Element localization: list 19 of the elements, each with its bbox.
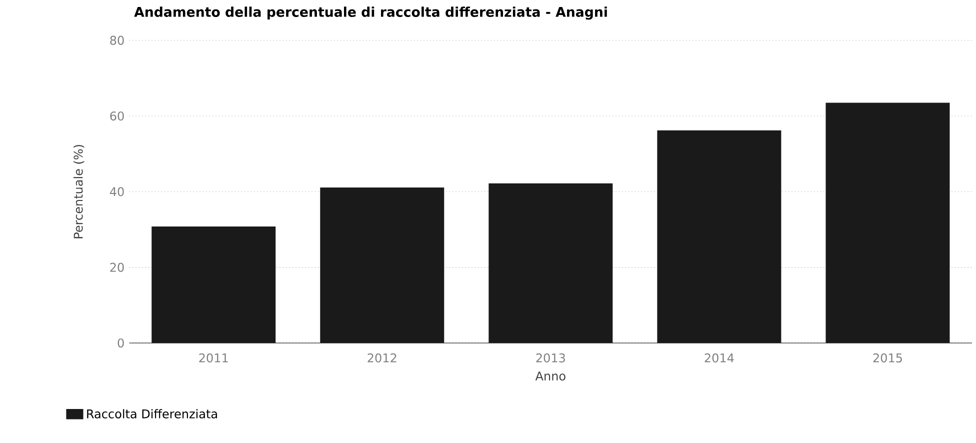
y-tick-label: 20 — [110, 262, 124, 272]
x-tick-label: 2015 — [873, 353, 902, 362]
x-tick-label: 2013 — [536, 353, 565, 362]
bar — [657, 130, 782, 343]
chart-title: Andamento della percentuale di raccolta differenziata - Anagni — [134, 6, 607, 20]
legend-label: Raccolta Differenziata — [87, 409, 217, 418]
x-tick-label: 2012 — [368, 353, 396, 362]
bar — [488, 183, 613, 343]
bar — [320, 188, 444, 343]
y-tick-label: 40 — [110, 187, 124, 196]
bar — [826, 102, 950, 343]
y-tick-label: 80 — [110, 36, 124, 45]
y-tick-label: 0 — [118, 338, 124, 348]
x-tick-label: 2011 — [199, 353, 228, 362]
bar — [152, 226, 276, 343]
y-axis-title: Percentuale (%) — [74, 144, 84, 238]
y-tick-label: 60 — [110, 111, 124, 121]
x-tick-label: 2014 — [704, 353, 734, 362]
x-axis-title: Anno — [535, 372, 566, 381]
